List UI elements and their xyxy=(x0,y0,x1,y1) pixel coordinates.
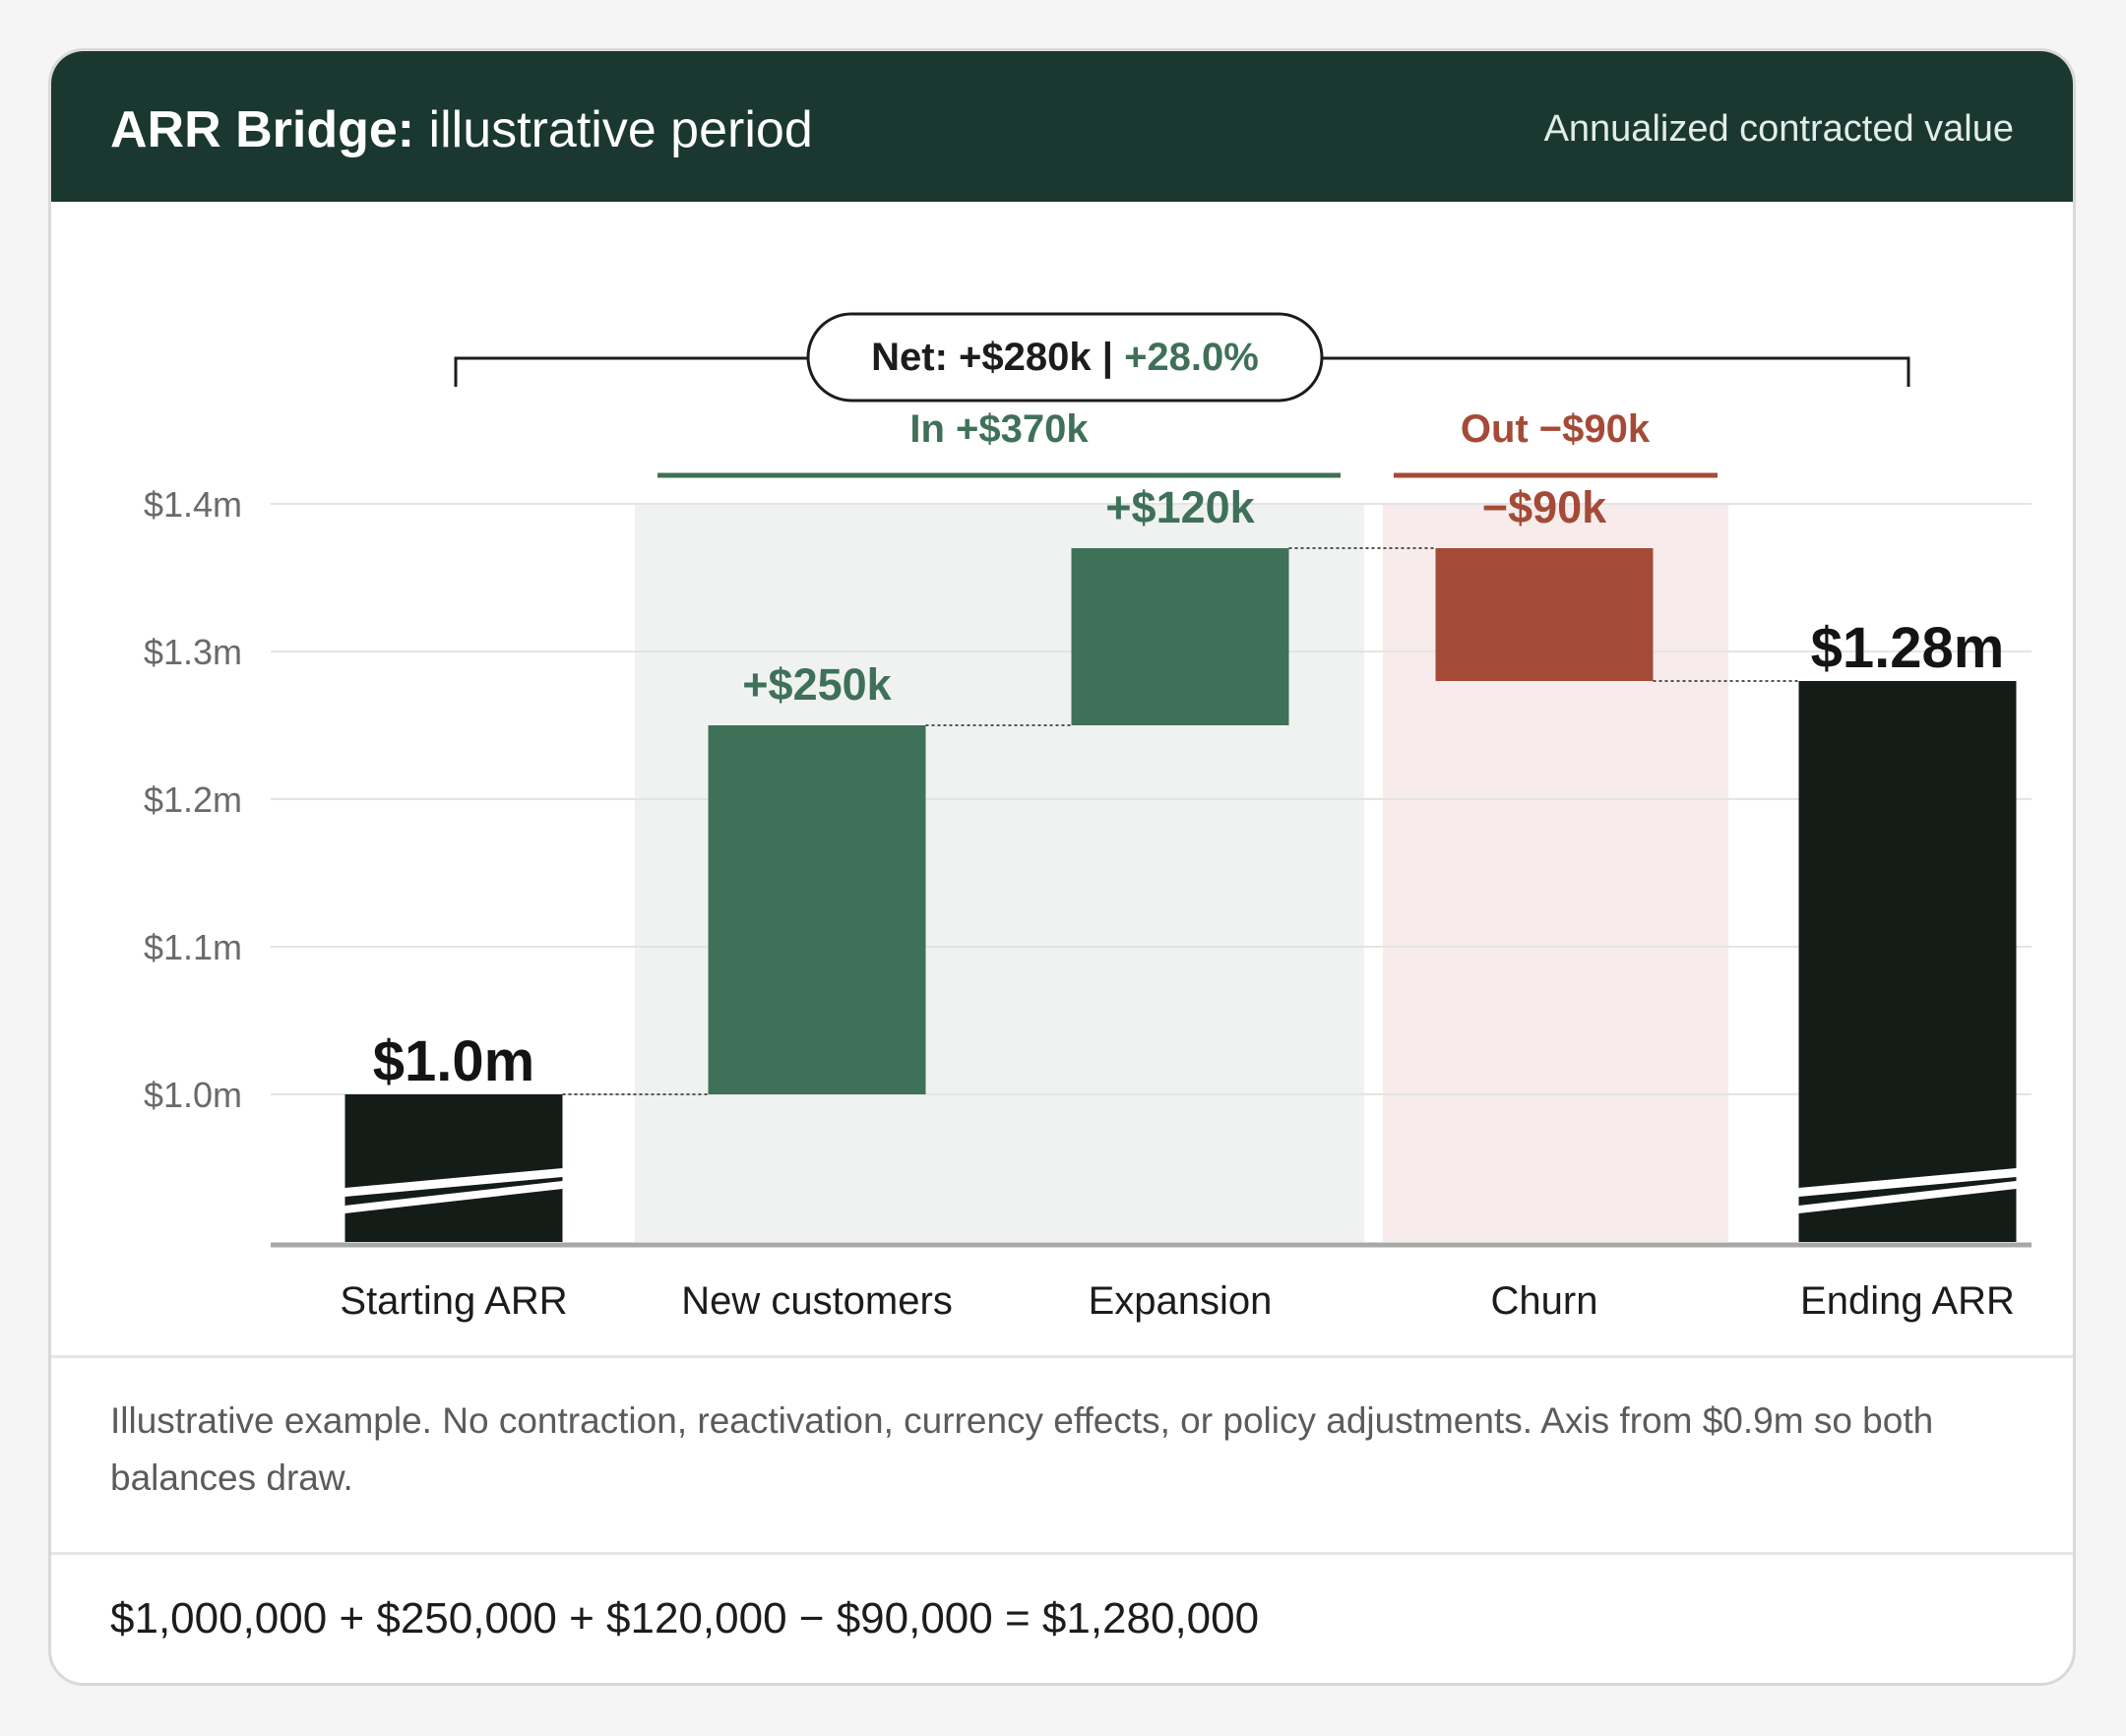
title-rest: illustrative period xyxy=(414,101,813,158)
bar-value-label: $1.0m xyxy=(373,1029,534,1093)
title-strong: ARR Bridge: xyxy=(110,101,415,158)
y-tick-label: $1.2m xyxy=(144,779,242,820)
bar-value-label: +$250k xyxy=(742,659,892,710)
out-group-label: Out −$90k xyxy=(1461,407,1651,451)
bar xyxy=(344,1094,563,1242)
category-label: Churn xyxy=(1491,1279,1598,1323)
waterfall-chart: $1.0m $1.1m $1.2m $1.3m $1.4m $1.0m +$250k +$1… xyxy=(144,312,2032,1323)
y-tick-label: $1.4m xyxy=(144,484,242,525)
in-group-label: In +$370k xyxy=(909,407,1089,451)
category-label: Ending ARR xyxy=(1800,1279,2015,1323)
connectors xyxy=(562,547,1799,1095)
net-bracket: Net: +$280k | +28.0% xyxy=(454,312,1910,403)
equation: $1,000,000 + $250,000 + $120,000 − $90,0… xyxy=(110,1594,1260,1643)
category-label: New customers xyxy=(681,1279,953,1323)
bar xyxy=(1798,681,2017,1242)
card-header: ARR Bridge: illustrative period Annualiz… xyxy=(51,51,2073,202)
bar-value-label: $1.28m xyxy=(1811,616,2005,680)
axis-break-mark xyxy=(344,1168,563,1197)
bar-labels: $1.0m +$250k +$120k −$90k $1.28m xyxy=(373,482,2005,1093)
category-label: Expansion xyxy=(1089,1279,1273,1323)
y-tick-label: $1.0m xyxy=(144,1075,242,1115)
bar xyxy=(708,725,926,1094)
category-labels: Starting ARR New customers Expansion Churn E… xyxy=(340,1279,2015,1323)
equation-divider xyxy=(51,1552,2073,1555)
bars xyxy=(344,548,2017,1242)
axis-break-mark xyxy=(1798,1181,2017,1213)
y-tick-label: $1.3m xyxy=(144,632,242,672)
bar-value-label: −$90k xyxy=(1482,482,1607,532)
svg-text:Net: +$280k | +28.0%: Net: +$280k | +28.0% xyxy=(871,336,1259,379)
chart-title: ARR Bridge: illustrative period xyxy=(110,100,813,159)
y-axis: $1.0m $1.1m $1.2m $1.3m $1.4m xyxy=(144,484,242,1115)
axis-break-mark xyxy=(1798,1168,2017,1197)
axis-break-mark xyxy=(344,1181,563,1213)
y-tick-label: $1.1m xyxy=(144,927,242,967)
header-note: Annualized contracted value xyxy=(1543,108,2014,150)
net-label-prefix: Net: +$280k | xyxy=(871,336,1124,379)
chart-card: ARR Bridge: illustrative period Annualiz… xyxy=(48,48,2076,1686)
bar-value-label: +$120k xyxy=(1105,482,1255,532)
footnote-divider xyxy=(51,1355,2073,1358)
footnote: Illustrative example. No contraction, re… xyxy=(110,1400,1934,1498)
net-label-pct: +28.0% xyxy=(1124,336,1259,379)
bar xyxy=(1071,548,1289,725)
category-label: Starting ARR xyxy=(340,1279,567,1323)
bar xyxy=(1435,548,1654,681)
